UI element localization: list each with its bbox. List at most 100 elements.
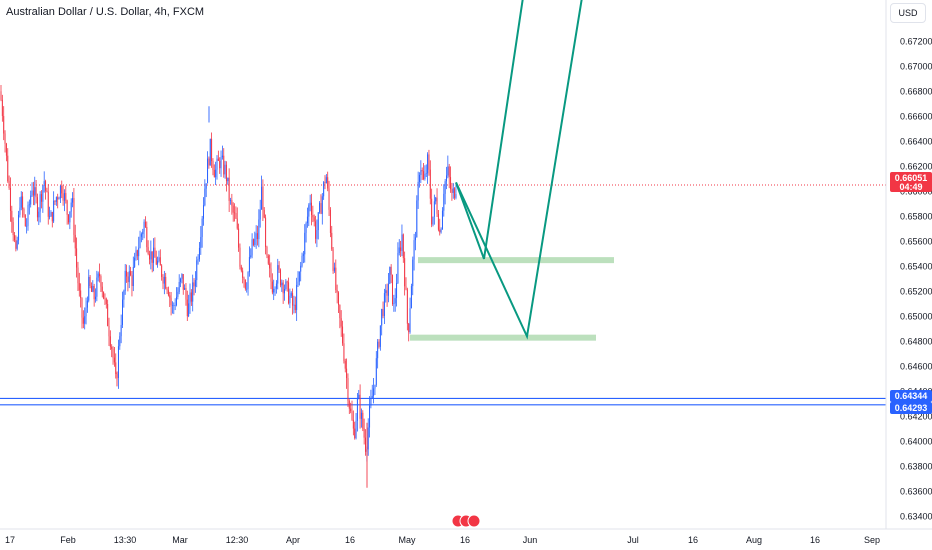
candle-body <box>414 237 416 241</box>
candle-body <box>122 299 123 325</box>
candle-body <box>196 260 198 281</box>
candle-body <box>4 133 6 144</box>
candle-body <box>404 258 406 287</box>
candle-body <box>450 177 452 190</box>
candle-body <box>35 187 37 198</box>
candle-body <box>304 232 306 255</box>
candle-body <box>285 281 287 290</box>
support-zone[interactable] <box>410 334 596 341</box>
price-tick: 0.66400 <box>900 136 932 146</box>
candle-body <box>224 164 226 175</box>
level-lower-value: 0.64293 <box>895 403 928 413</box>
candle-body <box>103 291 105 299</box>
candle-body <box>178 282 180 292</box>
candle-body <box>190 292 192 302</box>
candle-body <box>347 378 349 401</box>
candle-body <box>221 155 223 158</box>
candle-body <box>176 296 177 306</box>
time-tick: Apr <box>286 535 300 545</box>
candle-body <box>408 323 410 333</box>
candle-body <box>205 183 207 189</box>
candle-body <box>390 266 392 275</box>
candle-body <box>92 285 94 292</box>
candle-body <box>198 247 200 260</box>
candle-body <box>81 298 83 318</box>
time-tick: 17 <box>5 535 15 545</box>
price-axis[interactable]: 0.67200 0.67000 0.66800 0.66600 0.66400 0.662… <box>885 0 932 529</box>
candle-body <box>343 343 345 361</box>
candle-body <box>217 158 219 161</box>
candle-body <box>66 200 68 215</box>
candle-body <box>43 181 45 187</box>
candle-body <box>211 138 213 162</box>
candle-body <box>288 282 290 304</box>
candle-body <box>454 188 456 198</box>
candle-body <box>215 169 217 178</box>
time-tick: 16 <box>810 535 820 545</box>
candle-body <box>325 177 327 184</box>
candle-body <box>27 205 29 226</box>
candle-body <box>111 346 113 349</box>
candle-body <box>379 325 381 347</box>
candle-body <box>421 170 423 172</box>
time-tick: 16 <box>460 535 470 545</box>
candle-body <box>401 234 403 251</box>
candle-body <box>317 212 319 231</box>
candle-body <box>339 304 341 319</box>
events-marker[interactable] <box>451 514 481 528</box>
candle-body <box>244 279 246 289</box>
candle-body <box>193 282 195 287</box>
price-tick: 0.66800 <box>900 86 932 96</box>
candle-body <box>255 233 257 240</box>
candle-body <box>112 348 114 358</box>
candle-body <box>277 265 279 284</box>
candle-body <box>167 290 169 296</box>
support-zone[interactable] <box>418 257 614 264</box>
candle-body <box>96 277 98 297</box>
candle-body <box>329 209 331 233</box>
candle-body <box>115 362 117 374</box>
candle-body <box>252 239 254 245</box>
price-tick: 0.64200 <box>900 411 932 421</box>
candle-body <box>266 246 268 256</box>
candle-body <box>188 303 190 317</box>
projection-short-path[interactable] <box>455 0 524 260</box>
candle-body <box>159 257 161 266</box>
candle-body <box>32 190 34 196</box>
candle-body <box>374 384 376 389</box>
candle-body <box>331 232 333 250</box>
candle-body <box>154 247 156 258</box>
candle-body <box>236 218 238 229</box>
candle-body <box>55 197 57 202</box>
price-tick: 0.66200 <box>900 161 932 171</box>
price-tick: 0.67200 <box>900 36 932 46</box>
time-tick: Sep <box>864 535 880 545</box>
current-price-value: 0.66051 <box>895 173 928 183</box>
candle-body <box>296 284 298 311</box>
time-axis[interactable]: 17 Feb 13:30 Mar 12:30 Apr 16 May 16 Jun Jul 16 Aug 1… <box>5 535 880 545</box>
candle-body <box>370 398 372 406</box>
candle-body <box>1 99 3 117</box>
projection-path[interactable] <box>455 0 583 340</box>
horizontal-lines[interactable] <box>0 397 886 406</box>
candle-body <box>378 341 380 347</box>
candle-body <box>203 205 204 219</box>
candle-body <box>432 216 434 225</box>
candle-body <box>455 194 457 198</box>
candle-body <box>230 200 231 201</box>
price-tick: 0.64600 <box>900 361 932 371</box>
candle-body <box>216 158 218 170</box>
candle-body <box>24 215 26 227</box>
candle-body <box>78 283 80 291</box>
candle-body <box>246 288 248 290</box>
candle-body <box>69 211 71 223</box>
projection-long-path[interactable] <box>455 0 583 340</box>
candle-body <box>177 291 179 297</box>
candle-body <box>18 214 20 241</box>
candle-body <box>12 222 14 236</box>
candle-body <box>138 247 140 257</box>
candle-body <box>108 326 110 337</box>
currency-button[interactable]: USD <box>890 3 926 23</box>
candle-body <box>85 307 87 317</box>
